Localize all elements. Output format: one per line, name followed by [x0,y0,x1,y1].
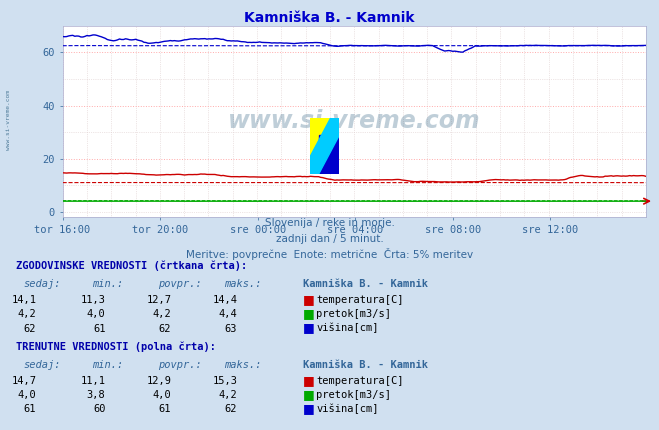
Polygon shape [310,135,330,174]
Text: 15,3: 15,3 [212,376,237,386]
Text: 4,4: 4,4 [219,309,237,319]
Text: 4,0: 4,0 [18,390,36,400]
Text: TRENUTNE VREDNOSTI (polna črta):: TRENUTNE VREDNOSTI (polna črta): [16,341,216,352]
Text: ■: ■ [303,402,315,415]
Text: Meritve: povprečne  Enote: metrične  Črta: 5% meritev: Meritve: povprečne Enote: metrične Črta:… [186,249,473,261]
Text: 61: 61 [24,404,36,415]
Text: ■: ■ [303,307,315,320]
Text: 4,2: 4,2 [219,390,237,400]
Text: Kamniška B. - Kamnik: Kamniška B. - Kamnik [303,359,428,370]
Text: 63: 63 [225,323,237,334]
Text: 60: 60 [93,404,105,415]
Text: povpr.:: povpr.: [158,359,202,370]
Text: www.si-vreme.com: www.si-vreme.com [228,110,480,133]
Text: sedaj:: sedaj: [23,359,61,370]
Text: 4,2: 4,2 [153,309,171,319]
Text: Kamniška B. - Kamnik: Kamniška B. - Kamnik [303,279,428,289]
Text: 14,7: 14,7 [11,376,36,386]
Text: maks.:: maks.: [224,359,262,370]
Text: pretok[m3/s]: pretok[m3/s] [316,390,391,400]
Polygon shape [310,118,325,146]
Polygon shape [319,135,339,174]
Text: 4,0: 4,0 [87,309,105,319]
Text: sedaj:: sedaj: [23,279,61,289]
Text: višina[cm]: višina[cm] [316,323,379,334]
Polygon shape [310,118,339,146]
Text: 12,9: 12,9 [146,376,171,386]
Polygon shape [310,118,339,174]
Text: pretok[m3/s]: pretok[m3/s] [316,309,391,319]
Text: 4,2: 4,2 [18,309,36,319]
Text: ■: ■ [303,322,315,335]
Text: Kamniška B. - Kamnik: Kamniška B. - Kamnik [244,11,415,25]
Text: 14,1: 14,1 [11,295,36,305]
Text: Slovenija / reke in morje.: Slovenija / reke in morje. [264,218,395,228]
Polygon shape [319,157,339,174]
Text: 11,3: 11,3 [80,295,105,305]
Text: temperatura[C]: temperatura[C] [316,376,404,386]
Text: ■: ■ [303,293,315,306]
Text: min.:: min.: [92,359,123,370]
Text: 61: 61 [159,404,171,415]
Text: 62: 62 [24,323,36,334]
Text: 14,4: 14,4 [212,295,237,305]
Text: 62: 62 [225,404,237,415]
Text: 61: 61 [93,323,105,334]
Text: temperatura[C]: temperatura[C] [316,295,404,305]
Text: 3,8: 3,8 [87,390,105,400]
Text: ZGODOVINSKE VREDNOSTI (črtkana črta):: ZGODOVINSKE VREDNOSTI (črtkana črta): [16,260,248,271]
Text: 4,0: 4,0 [153,390,171,400]
Text: zadnji dan / 5 minut.: zadnji dan / 5 minut. [275,234,384,244]
Text: min.:: min.: [92,279,123,289]
Text: maks.:: maks.: [224,279,262,289]
Text: 12,7: 12,7 [146,295,171,305]
Text: povpr.:: povpr.: [158,279,202,289]
Text: višina[cm]: višina[cm] [316,404,379,415]
Text: 62: 62 [159,323,171,334]
Text: ■: ■ [303,388,315,401]
Text: 11,1: 11,1 [80,376,105,386]
Text: ■: ■ [303,374,315,387]
Text: www.si-vreme.com: www.si-vreme.com [6,90,11,150]
